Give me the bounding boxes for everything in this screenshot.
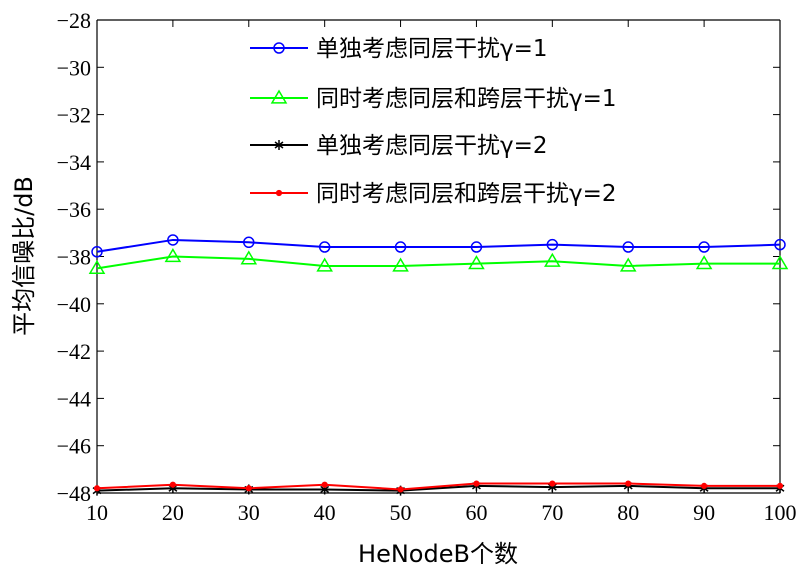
data-point [470, 241, 483, 253]
data-point [698, 241, 710, 253]
plot-area [97, 20, 780, 493]
data-point [546, 238, 559, 251]
y-tick-label: −38 [57, 245, 91, 270]
legend-label: 同时考虑同层和跨层干扰γ=1 [316, 86, 617, 112]
y-tick-label: −42 [57, 339, 91, 364]
y-tick-label: −46 [57, 434, 91, 459]
y-tick-label: −32 [57, 103, 91, 128]
data-point [245, 485, 252, 492]
legend-label: 单独考虑同层干扰γ=1 [316, 36, 548, 62]
x-tick-label: 50 [390, 500, 412, 525]
series-line [96, 484, 780, 492]
series-line [96, 238, 781, 253]
y-tick-label: −34 [57, 150, 91, 175]
data-point [273, 42, 285, 54]
data-point [243, 236, 255, 249]
x-tick-label: 80 [617, 500, 639, 525]
x-tick-label: 100 [764, 500, 797, 525]
data-point [473, 480, 480, 487]
legend-label: 同时考虑同层和跨层干扰γ=2 [316, 181, 617, 207]
legend-item: 单独考虑同层干扰γ=1 [250, 36, 548, 62]
data-point [619, 257, 637, 272]
y-tick-label: −28 [57, 8, 91, 33]
data-point [549, 480, 556, 487]
data-point [88, 259, 106, 274]
y-axis-label: 平均信噪比/dB [10, 176, 38, 336]
series-1 [91, 234, 786, 258]
data-point [164, 248, 182, 263]
data-point-stroke [274, 141, 284, 149]
x-tick-label: 40 [314, 500, 336, 525]
x-tick-label: 60 [465, 500, 487, 525]
legend-item: 同时考虑同层和跨层干扰γ=2 [250, 181, 617, 207]
y-tick-label: −40 [57, 292, 91, 317]
x-tick-label: 30 [238, 500, 260, 525]
series-layer [88, 234, 789, 496]
data-point [316, 257, 333, 272]
legend-label: 单独考虑同层干扰γ=2 [316, 133, 548, 159]
legend-item: 单独考虑同层干扰γ=2 [250, 133, 548, 159]
data-point [240, 250, 258, 265]
data-point [392, 257, 409, 272]
series-line [96, 255, 780, 270]
x-tick-label: 90 [693, 500, 715, 525]
y-tick-label: −44 [57, 386, 91, 411]
legend: 单独考虑同层干扰γ=1 同时考虑同层和跨层干扰γ=1 单独考虑同层干扰γ=2 同时考虑… [250, 36, 617, 207]
data-point [93, 485, 101, 492]
data-point [169, 481, 176, 488]
data-point [468, 255, 485, 270]
data-point [318, 241, 331, 253]
series-line [96, 482, 780, 491]
data-point [771, 255, 789, 270]
y-tick-label: −48 [57, 481, 91, 506]
data-point [695, 255, 713, 270]
data-point [622, 241, 634, 253]
x-axis-label: HeNodeB个数 [358, 540, 518, 568]
data-point [544, 252, 561, 267]
data-point [397, 486, 404, 493]
x-tick-label: 20 [162, 500, 184, 525]
axes: 10 20 30 40 50 60 70 80 90 100 −48 −46 −44 −42 −40 −38 −… [57, 8, 797, 525]
data-point-stroke [320, 485, 330, 494]
data-point [91, 246, 103, 258]
data-point [776, 482, 784, 490]
y-tick-label: −36 [57, 197, 91, 222]
data-point [275, 189, 283, 197]
data-point [701, 482, 708, 490]
data-point [625, 480, 632, 487]
data-point [321, 481, 328, 488]
series-2 [88, 248, 789, 274]
x-tick-label: 10 [86, 500, 108, 525]
data-point [270, 89, 288, 104]
data-point [274, 140, 284, 150]
data-point [167, 234, 179, 246]
y-tick-label: −30 [57, 55, 91, 80]
legend-item: 同时考虑同层和跨层干扰γ=1 [250, 86, 617, 112]
x-tick-label: 70 [541, 500, 563, 525]
data-point [394, 241, 407, 253]
data-point [774, 238, 786, 251]
series-4 [93, 480, 784, 493]
